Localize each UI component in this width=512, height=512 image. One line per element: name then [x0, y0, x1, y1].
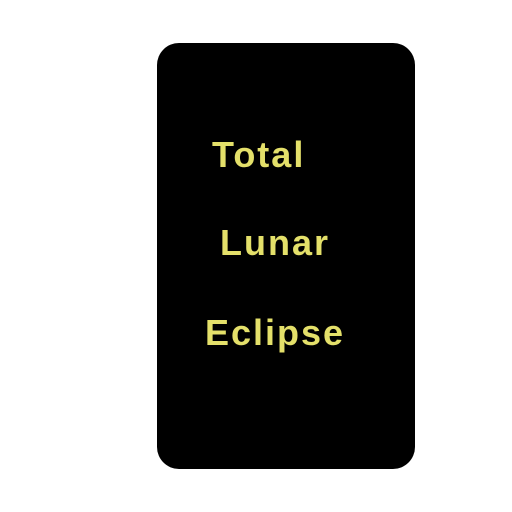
title-line-3: Eclipse — [205, 312, 346, 353]
title-line-1: Total — [212, 134, 306, 175]
title-card: Total Lunar Eclipse — [157, 43, 415, 469]
title-line-2: Lunar — [220, 222, 331, 263]
